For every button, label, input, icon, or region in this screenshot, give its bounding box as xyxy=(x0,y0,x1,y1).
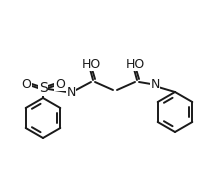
Text: O: O xyxy=(21,78,31,91)
Text: S: S xyxy=(39,81,47,95)
Text: HO: HO xyxy=(81,57,101,71)
Text: HO: HO xyxy=(125,57,145,71)
Text: O: O xyxy=(55,78,65,91)
Text: N: N xyxy=(66,86,76,98)
Text: N: N xyxy=(150,78,160,91)
